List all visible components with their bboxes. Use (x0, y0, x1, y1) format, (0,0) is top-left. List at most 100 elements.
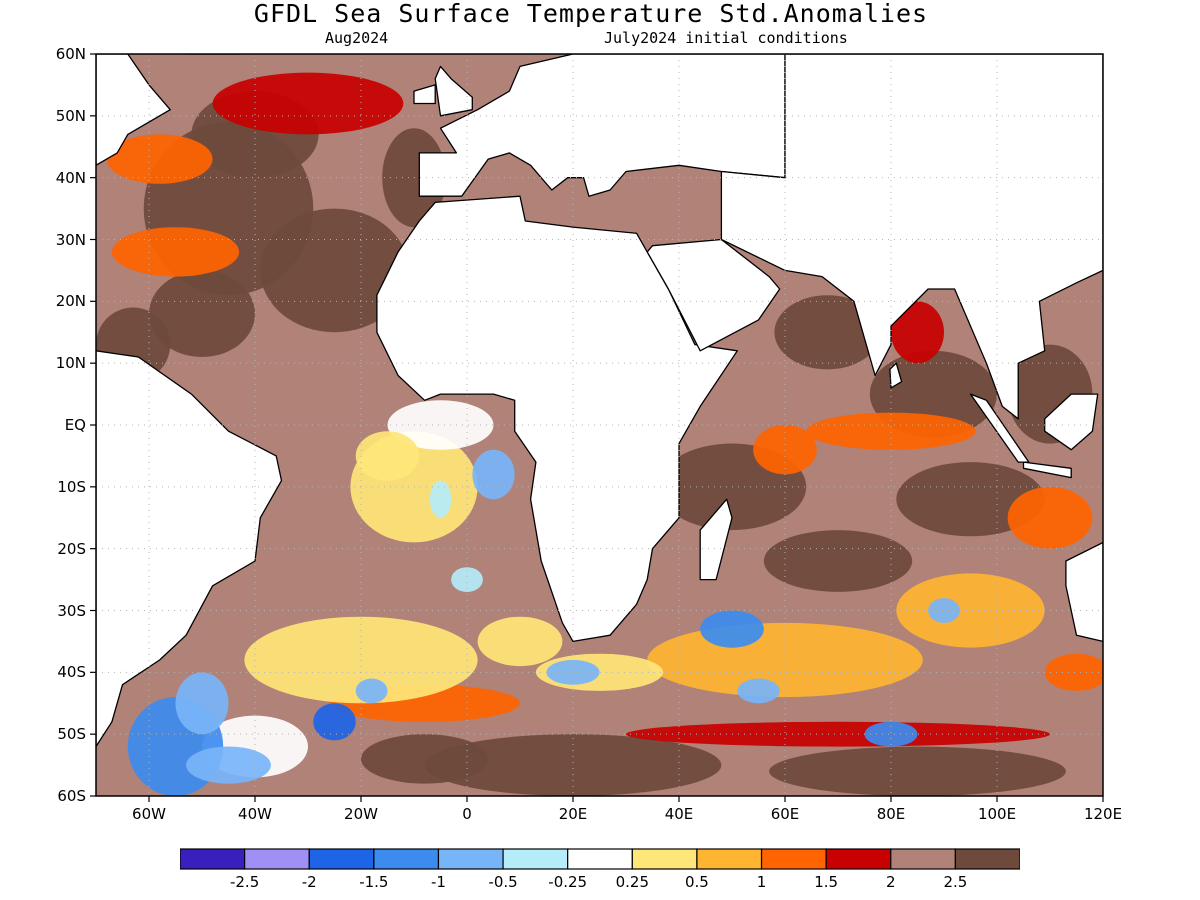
axis-ticks (90, 53, 1104, 802)
colorbar-swatch (631, 848, 698, 870)
colorbar-swatch (954, 848, 1020, 870)
anomaly-patch (106, 134, 213, 184)
anomaly-patch (700, 610, 764, 648)
colorbar-swatch (437, 848, 504, 870)
anomaly-patch (763, 530, 913, 592)
colorbar (180, 848, 1020, 870)
colorbar-swatch (308, 848, 375, 870)
anomaly-patch (429, 480, 452, 518)
anomaly-patch (737, 678, 780, 704)
continents (96, 54, 1103, 748)
colorbar-swatch (180, 848, 246, 870)
anomaly-patch (753, 425, 817, 475)
colorbar-swatch (502, 848, 569, 870)
initial-conditions-label: July2024 initial conditions (604, 29, 848, 47)
north-america-landmass (96, 54, 171, 166)
lat-label: EQ (64, 416, 86, 434)
lon-label: 120E (1083, 805, 1123, 823)
anomaly-patch (626, 721, 1050, 747)
lon-label: 40E (664, 805, 694, 823)
colorbar-swatch (567, 848, 633, 870)
lon-label: 20E (558, 805, 588, 823)
anomaly-patch (313, 703, 356, 741)
anomaly-patch (212, 72, 404, 135)
lat-label: 30N (55, 230, 86, 249)
anomaly-patch (175, 672, 229, 735)
anomaly-patch (186, 746, 271, 784)
colorbar-swatch (890, 848, 956, 870)
java-landmass (1022, 461, 1072, 479)
lon-label: 40W (238, 805, 272, 823)
lon-label: 60E (770, 805, 800, 823)
colorbar-level-label: -0.25 (548, 873, 588, 891)
anomaly-patch (774, 295, 881, 370)
lat-label: 20S (57, 539, 86, 558)
gridlines (96, 54, 1103, 796)
colorbar-level-label: 1.5 (814, 873, 839, 891)
anomaly-patch (111, 227, 240, 277)
colorbar-swatch (373, 848, 440, 870)
australia-landmass (1065, 541, 1103, 643)
south-america-landmass (96, 350, 283, 748)
anomaly-patch (387, 400, 494, 450)
lat-label: 50N (55, 106, 86, 125)
colorbar-swatch (244, 848, 310, 870)
anomaly-patch (769, 746, 1066, 796)
colorbar-swatch (825, 848, 892, 870)
arabia-landmass (646, 238, 781, 352)
forecast-month: Aug2024 (325, 29, 389, 47)
anomaly-patch (472, 449, 515, 500)
lat-label: 10S (57, 477, 86, 496)
lat-label: 10N (55, 354, 86, 373)
colorbar-level-label: 1 (756, 873, 767, 891)
lat-label: 50S (57, 725, 86, 744)
anomaly-patch (864, 721, 918, 747)
chart-title: GFDL Sea Surface Temperature Std.Anomali… (253, 0, 929, 28)
lat-label: 60N (55, 45, 86, 63)
anomaly-patch (424, 734, 722, 796)
lat-label: 30S (57, 601, 86, 620)
anomaly-patch (1007, 486, 1093, 549)
colorbar-level-label: -1 (430, 873, 446, 891)
anomaly-patch (451, 567, 483, 592)
sri-lanka-landmass (889, 362, 903, 389)
anomaly-patch (477, 616, 563, 667)
ireland-landmass (413, 84, 436, 105)
anomaly-patch (260, 208, 409, 333)
anomaly-patch (149, 270, 255, 358)
colorbar-level-label: -2 (301, 873, 317, 891)
asia-landmass (720, 54, 1103, 420)
borneo-landmass (1044, 393, 1099, 451)
lat-label: 20N (55, 292, 86, 311)
colorbar-level-label: -1.5 (359, 873, 389, 891)
colorbar-level-label: -0.5 (488, 873, 518, 891)
colorbar-level-label: 2 (885, 873, 896, 891)
colorbar-level-label: 2.5 (943, 873, 968, 891)
lat-label: 40N (55, 168, 86, 187)
anomaly-patch (896, 462, 1045, 537)
lon-label: 80E (876, 805, 906, 823)
colorbar-swatch (760, 848, 827, 870)
colorbar-level-label: 0.5 (684, 873, 709, 891)
anomaly-patch (355, 431, 420, 481)
anomaly-patch (361, 734, 489, 784)
sumatra-landmass (969, 393, 1030, 463)
lat-label: 40S (57, 663, 86, 682)
lon-label: 100E (977, 805, 1017, 823)
lon-label: 0 (462, 805, 472, 823)
europe-landmass (418, 54, 786, 197)
lat-label: 60S (57, 787, 86, 805)
madagascar-landmass (699, 498, 733, 581)
anomaly-patch (896, 573, 1045, 648)
british-isles-landmass (434, 65, 473, 117)
anomaly-patch (806, 412, 976, 450)
anomaly-patch (1044, 653, 1103, 691)
colorbar-swatch (696, 848, 763, 870)
lon-label: 60W (132, 805, 166, 823)
greenland-landmass (185, 54, 240, 55)
lon-label: 20W (344, 805, 378, 823)
anomaly-patch (891, 301, 944, 364)
africa-landmass (376, 195, 738, 643)
anomaly-patch (928, 598, 960, 623)
